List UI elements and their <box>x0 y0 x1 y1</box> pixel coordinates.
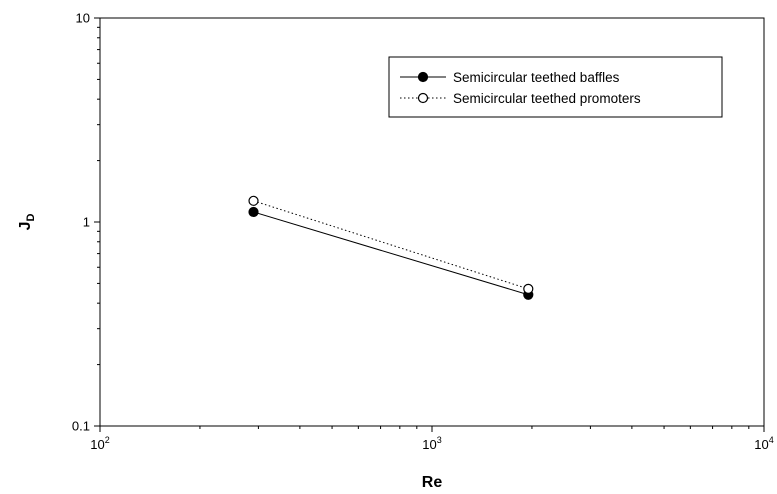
legend-marker-1 <box>417 71 429 83</box>
legend-box <box>388 56 723 118</box>
data-point-series-1 <box>248 206 259 218</box>
x-tick-label: 103 <box>422 435 441 452</box>
series-line-1 <box>253 211 529 296</box>
legend: Semicircular teethed baffles Semicircular… <box>388 56 723 118</box>
x-axis-title: Re <box>422 474 443 491</box>
x-tick-label: 102 <box>90 435 109 452</box>
y-tick-label: 10 <box>76 11 90 26</box>
x-tick-label: 104 <box>754 435 773 452</box>
legend-entries: Semicircular teethed baffles Semicircular… <box>400 70 641 106</box>
y-tick-label: 1 <box>83 215 90 230</box>
data-point-series-2 <box>523 283 534 294</box>
y-axis: 0.1 1 10 <box>72 11 100 434</box>
y-axis-title: JD <box>17 214 37 231</box>
data-point-series-2 <box>248 195 259 206</box>
legend-label-2: Semicircular teethed promoters <box>453 91 641 106</box>
x-axis: 102 103 104 <box>90 426 774 452</box>
y-tick-label: 0.1 <box>72 419 90 434</box>
series-layer <box>248 195 534 300</box>
legend-marker-2 <box>417 92 429 104</box>
y-axis-title-subscript: D <box>25 214 37 222</box>
y-axis-title-main: J <box>17 222 34 231</box>
series-line-2 <box>253 200 529 290</box>
legend-label-1: Semicircular teethed baffles <box>453 70 620 85</box>
